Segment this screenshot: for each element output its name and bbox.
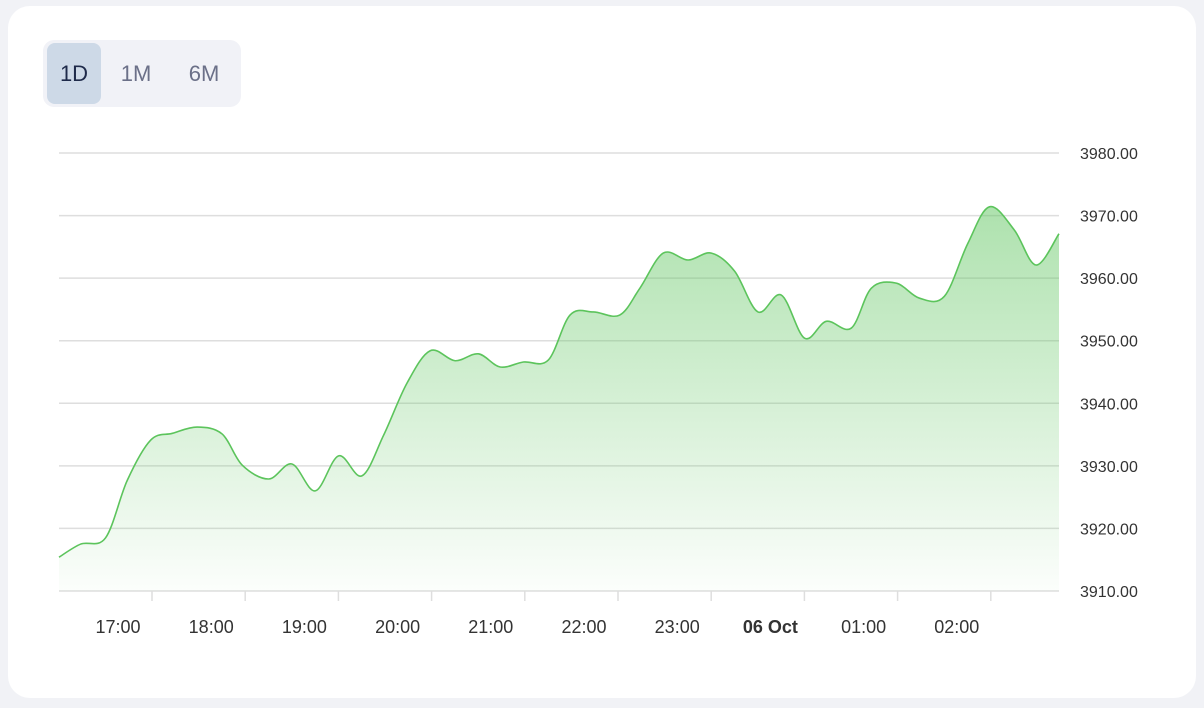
y-tick-label: 3980.00	[1080, 146, 1138, 163]
range-selector: 1D 1M 6M	[43, 40, 241, 107]
price-line	[58, 205, 1060, 558]
x-tick-label: 22:00	[561, 617, 606, 637]
y-tick-label: 3960.00	[1080, 271, 1138, 288]
y-tick-label: 3940.00	[1080, 396, 1138, 413]
y-tick-label: 3910.00	[1080, 584, 1138, 601]
x-tick-label: 17:00	[95, 617, 140, 637]
x-tick-label: 20:00	[375, 617, 420, 637]
x-tick-label: 19:00	[282, 617, 327, 637]
x-tick-label: 23:00	[655, 617, 700, 637]
x-tick-label: 01:00	[841, 617, 886, 637]
range-1d-button[interactable]: 1D	[47, 43, 101, 104]
y-tick-label: 3970.00	[1080, 209, 1138, 226]
x-tick-label: 06 Oct	[743, 617, 798, 637]
range-1m-button[interactable]: 1M	[120, 60, 152, 86]
area-fill	[59, 206, 1059, 591]
x-tick-label: 21:00	[468, 617, 513, 637]
y-tick-label: 3920.00	[1080, 521, 1138, 538]
range-6m-button[interactable]: 6M	[188, 60, 220, 86]
x-tick-label: 02:00	[934, 617, 979, 637]
x-tick-label: 18:00	[189, 617, 234, 637]
y-tick-label: 3930.00	[1080, 459, 1138, 476]
y-tick-label: 3950.00	[1080, 334, 1138, 351]
